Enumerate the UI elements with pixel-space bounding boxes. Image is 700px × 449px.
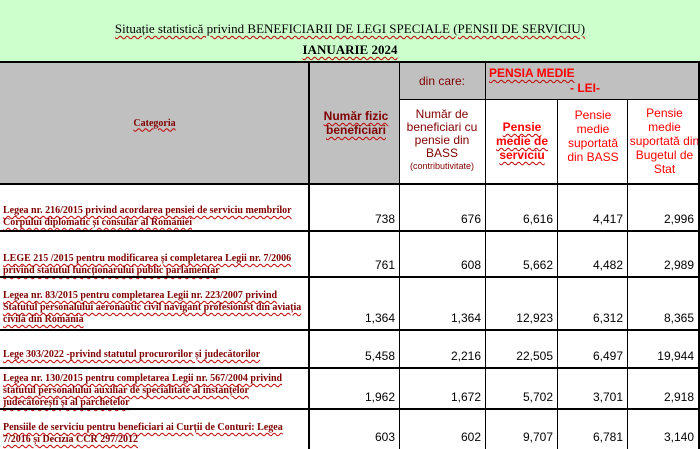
table-cell: 2,216 (450, 349, 481, 363)
grid-line (0, 61, 700, 63)
table-cell: 2,996 (663, 212, 694, 226)
grid-line (485, 62, 486, 449)
title-text: Situație statistică privind BENEFICIARII… (114, 21, 586, 36)
grid-line (399, 99, 700, 100)
table-cell: 6,616 (522, 212, 553, 226)
table-cell: 1,364 (450, 311, 481, 325)
row-label-text: Legea nr. 83/2015 pentru completarea Leg… (3, 290, 302, 325)
row-label: Legea nr. 216/2015 privind acordarea pen… (0, 205, 305, 229)
header-categoria: Categoria (0, 62, 309, 184)
header-pensie-serviciu: Pensie medie de serviciu (487, 120, 557, 180)
grid-line (627, 100, 628, 449)
table-cell: 19,944 (657, 349, 694, 363)
header-din-care-label: din care: (418, 74, 466, 88)
table-cell: 5,702 (522, 390, 553, 404)
grid-line (0, 183, 700, 185)
header-numar-bg (309, 62, 399, 184)
row-label-text: Legea nr. 216/2015 privind acordarea pen… (3, 205, 292, 228)
row-label: Pensiile de serviciu pentru beneficiari … (0, 422, 305, 446)
row-label: Lege 303/2022 -privind statutul procuror… (0, 349, 305, 361)
table-cell: 6,497 (592, 349, 623, 363)
header-lei: - LEI- (570, 81, 680, 97)
table-cell: 676 (460, 212, 481, 226)
row-label-text: Lege 303/2022 -privind statutul procuror… (3, 349, 261, 360)
header-numar-bass-note: (contributivitate) (409, 161, 475, 171)
header-numar-bass: Număr de beneficiari cu pensie din BASS … (401, 108, 483, 182)
row-separator (0, 408, 700, 410)
header-lei-label: - LEI- (570, 81, 600, 95)
header-din-care: din care: (399, 62, 485, 100)
header-pensia-medie: PENSIA MEDIE (489, 66, 689, 82)
table-cell: 1,962 (364, 390, 395, 404)
table-cell: 2,918 (663, 390, 694, 404)
table-cell: 22,505 (516, 349, 553, 363)
table-cell: 602 (460, 430, 481, 444)
table-cell: 603 (374, 430, 395, 444)
table-cell: 761 (374, 258, 395, 272)
row-separator (0, 367, 700, 369)
row-label: Legea nr. 83/2015 pentru completarea Leg… (0, 290, 305, 326)
header-pensie-bass-label: Pensie medie suportată din BASS (567, 108, 619, 164)
table-cell: 1,672 (450, 390, 481, 404)
grid-line (557, 100, 558, 449)
header-numar-fizic: Număr fizic beneficiari (313, 62, 399, 184)
row-label-text: Legea nr. 130/2015 pentru completarea Le… (3, 373, 283, 408)
header-pensie-serviciu-label: Pensie medie de serviciu (495, 120, 549, 162)
header-pensia-medie-label: PENSIA MEDIE (489, 66, 575, 80)
row-label-text: Pensiile de serviciu pentru beneficiari … (3, 422, 283, 445)
table-cell: 6,781 (592, 430, 623, 444)
table-cell: 738 (374, 212, 395, 226)
table-cell: 8,365 (663, 311, 694, 325)
grid-line (698, 62, 700, 449)
row-label: LEGE 215 /2015 pentru modificarea și com… (0, 253, 305, 277)
table-cell: 9,707 (522, 430, 553, 444)
header-pensie-buget: Pensie medie suportată din Bugetul de St… (629, 106, 700, 180)
table-cell: 3,701 (592, 390, 623, 404)
table-cell: 608 (460, 258, 481, 272)
table-cell: 3,140 (663, 430, 694, 444)
row-separator (0, 329, 700, 331)
table-title: Situație statistică privind BENEFICIARII… (0, 21, 700, 37)
table-period: IANUARIE 2024 (0, 42, 700, 58)
table-cell: 4,417 (592, 212, 623, 226)
row-label: Legea nr. 130/2015 pentru completarea Le… (0, 373, 305, 409)
table-cell: 12,923 (516, 311, 553, 325)
title-band (0, 0, 700, 62)
header-categoria-label: Categoria (133, 117, 176, 129)
period-text: IANUARIE 2024 (302, 42, 398, 57)
table-cell: 4,482 (592, 258, 623, 272)
row-label-text: LEGE 215 /2015 pentru modificarea și com… (3, 253, 292, 276)
table-cell: 2,989 (663, 258, 694, 272)
table-cell: 5,662 (522, 258, 553, 272)
table-cell: 6,312 (592, 311, 623, 325)
header-categoria-bg (0, 62, 309, 184)
header-dincare-bg (399, 62, 485, 100)
row-separator (0, 276, 700, 278)
header-pensie-bass: Pensie medie suportată din BASS (559, 108, 627, 180)
header-pensie-buget-label: Pensie medie suportată din Bugetul de St… (629, 106, 700, 176)
table-cell: 1,364 (364, 311, 395, 325)
row-separator (0, 230, 700, 232)
grid-line (308, 62, 310, 449)
grid-line (399, 62, 400, 449)
header-numar-bass-label: Număr de beneficiari cu pensie din BASS (406, 107, 478, 160)
table-cell: 5,458 (364, 349, 395, 363)
header-numar-fizic-label: Număr fizic beneficiari (323, 109, 389, 137)
header-pensia-medie-bg (485, 62, 700, 100)
